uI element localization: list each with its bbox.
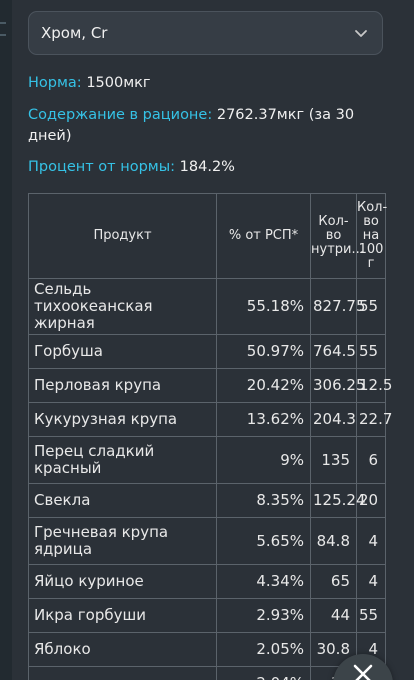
product-cell: Яйцо куриное [28, 564, 217, 599]
product-cell: Перец сладкий красный [28, 436, 217, 484]
nutrient-select[interactable]: Хром, Cr [28, 11, 383, 55]
content-label: Содержание в рационе: [28, 107, 213, 123]
product-cell: Яблоко [28, 632, 217, 667]
per100-cell: 6 [356, 436, 386, 484]
product-cell [28, 666, 217, 680]
product-cell: Сельдь тихоокеанская жирная [28, 278, 217, 335]
amount-cell: 764.5 [310, 334, 357, 369]
product-cell: Гречневая крупа ядрица [28, 517, 217, 565]
per100-cell: 55 [356, 334, 386, 369]
col-header-per100[interactable]: Кол-во на 100 г [356, 193, 387, 279]
per100-cell: 55 [356, 598, 386, 633]
content-value: 2762.37мкг (за 30 дней) [28, 107, 355, 144]
table-row[interactable]: 2.04%30 [28, 666, 386, 680]
per100-cell: 20 [356, 483, 386, 518]
table-row[interactable]: Яблоко 2.05% 30.8 4 [28, 632, 386, 667]
amount-cell: 44 [310, 598, 357, 633]
percent-cell: 5.65% [216, 517, 311, 565]
percent-cell: 13.62% [216, 402, 311, 437]
table-row[interactable]: Гречневая крупа ядрица 5.65% 84.8 4 [28, 517, 386, 565]
percent-cell: 4.34% [216, 564, 311, 599]
per100-cell: 4 [356, 564, 386, 599]
product-cell: Горбуша [28, 334, 217, 369]
percent-cell: 2.04% [216, 666, 311, 680]
norm-line: Норма: 1500мкг [28, 73, 388, 94]
percent-value: 184.2% [179, 159, 235, 175]
percent-cell: 2.05% [216, 632, 311, 667]
norm-label: Норма: [28, 75, 82, 91]
amount-cell: 827.75 [310, 278, 366, 335]
percent-label: Процент от нормы: [28, 159, 176, 175]
col-header-product[interactable]: Продукт [28, 193, 217, 279]
amount-cell: 30.8 [310, 632, 357, 667]
table-row[interactable]: Перловая крупа 20.42% 306.25 12.5 [28, 368, 392, 403]
per100-cell: 12.5 [356, 368, 392, 403]
norm-value: 1500мкг [86, 75, 151, 91]
percent-line: Процент от нормы: 184.2% [28, 157, 388, 178]
table-row[interactable]: Икра горбуши 2.93% 44 55 [28, 598, 386, 633]
close-icon [353, 664, 373, 680]
percent-cell: 9% [216, 436, 311, 484]
per100-cell: 55 [356, 278, 386, 335]
chevron-down-icon [355, 30, 367, 37]
col-header-percent[interactable]: % от РСП* [216, 193, 311, 279]
amount-cell: 306.25 [310, 368, 366, 403]
table-row[interactable]: Сельдь тихоокеанская жирная 55.18% 827.75 5… [28, 278, 386, 335]
product-cell: Перловая крупа [28, 368, 217, 403]
edge-mark [0, 22, 6, 24]
left-edge-strip [0, 0, 12, 680]
table-row[interactable]: Перец сладкий красный 9% 135 6 [28, 436, 386, 484]
table-row[interactable]: Яйцо куриное 4.34% 65 4 [28, 564, 386, 599]
col-header-amount[interactable]: Кол-во нутри... [310, 193, 364, 279]
table-row[interactable]: Свекла 8.35% 125.24 20 [28, 483, 386, 518]
product-cell: Кукурузная крупа [28, 402, 217, 437]
percent-cell: 8.35% [216, 483, 311, 518]
nutrient-select-value: Хром, Cr [41, 24, 108, 42]
edge-mark [0, 34, 6, 36]
content-line: Содержание в рационе: 2762.37мкг (за 30 … [28, 105, 388, 147]
product-cell: Свекла [28, 483, 217, 518]
table-header-row: Продукт % от РСП* Кол-во нутри... Кол-во… [28, 193, 387, 279]
nutrient-table: Продукт % от РСП* Кол-во нутри... Кол-во… [28, 193, 392, 680]
percent-cell: 50.97% [216, 334, 311, 369]
percent-cell: 20.42% [216, 368, 311, 403]
table-row[interactable]: Горбуша 50.97% 764.5 55 [28, 334, 386, 369]
amount-cell: 84.8 [310, 517, 357, 565]
amount-cell: 204.3 [310, 402, 357, 437]
per100-cell: 22.7 [356, 402, 392, 437]
per100-cell: 4 [356, 517, 386, 565]
percent-cell: 55.18% [216, 278, 311, 335]
amount-cell: 125.24 [310, 483, 366, 518]
percent-cell: 2.93% [216, 598, 311, 633]
product-cell: Икра горбуши [28, 598, 217, 633]
table-row[interactable]: Кукурузная крупа 13.62% 204.3 22.7 [28, 402, 392, 437]
amount-cell: 135 [310, 436, 357, 484]
amount-cell: 65 [310, 564, 357, 599]
